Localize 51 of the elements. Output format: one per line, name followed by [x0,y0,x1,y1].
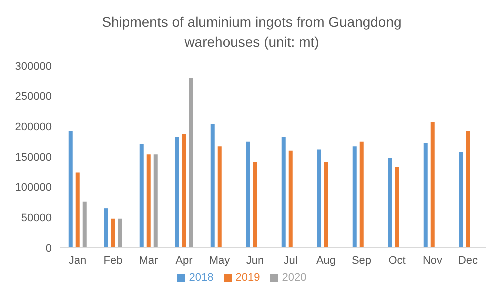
x-tick-label: Dec [458,254,479,267]
bar [76,172,80,248]
bar [352,146,357,248]
bar [218,146,222,248]
chart-title: Shipments of aluminium ingots from Guangdong warehouses (unit: mt) [102,13,402,52]
y-tick-label: 0 [46,242,52,255]
bar [210,124,215,248]
y-tick-label: 200000 [15,122,52,134]
bar [288,150,293,248]
y-tick-label: 250000 [15,91,52,104]
bar [360,142,364,248]
legend-label: 2018 [189,272,214,284]
x-tick-label: Apr [176,254,194,267]
bar [182,134,186,248]
x-tick-label: Jul [284,254,298,267]
y-tick-label: 150000 [15,152,52,164]
bar [459,152,464,248]
bar [246,142,250,248]
bar [282,136,286,248]
bar [466,132,470,248]
x-tick-label: Jan [68,254,87,267]
bar [388,158,392,248]
x-tick-label: Jun [246,254,264,267]
legend-label: 2019 [236,272,260,284]
bar [430,122,435,248]
bar [111,218,116,248]
bar [82,202,87,248]
bar [317,150,322,248]
bar [118,218,122,248]
y-tick-label: 100000 [15,182,52,194]
bar [324,162,328,248]
x-tick-label: Sep [352,254,372,267]
bar [140,144,144,248]
bar [104,208,108,248]
bar [175,136,180,248]
x-tick-label: Aug [316,254,336,267]
bar [146,154,151,248]
bar [154,154,158,248]
legend-label: 2020 [282,272,307,284]
x-tick-label: Feb [104,254,123,267]
bar [424,143,428,248]
y-tick-label: 50000 [21,212,52,225]
x-tick-label: Nov [422,254,444,267]
x-tick-label: Oct [388,254,406,267]
bar [189,78,194,248]
y-tick-label: 300000 [15,60,52,73]
bar [395,167,400,248]
x-tick-label: May [209,254,231,267]
bar [253,162,258,248]
bar [68,132,73,248]
x-tick-label: Mar [139,254,159,267]
